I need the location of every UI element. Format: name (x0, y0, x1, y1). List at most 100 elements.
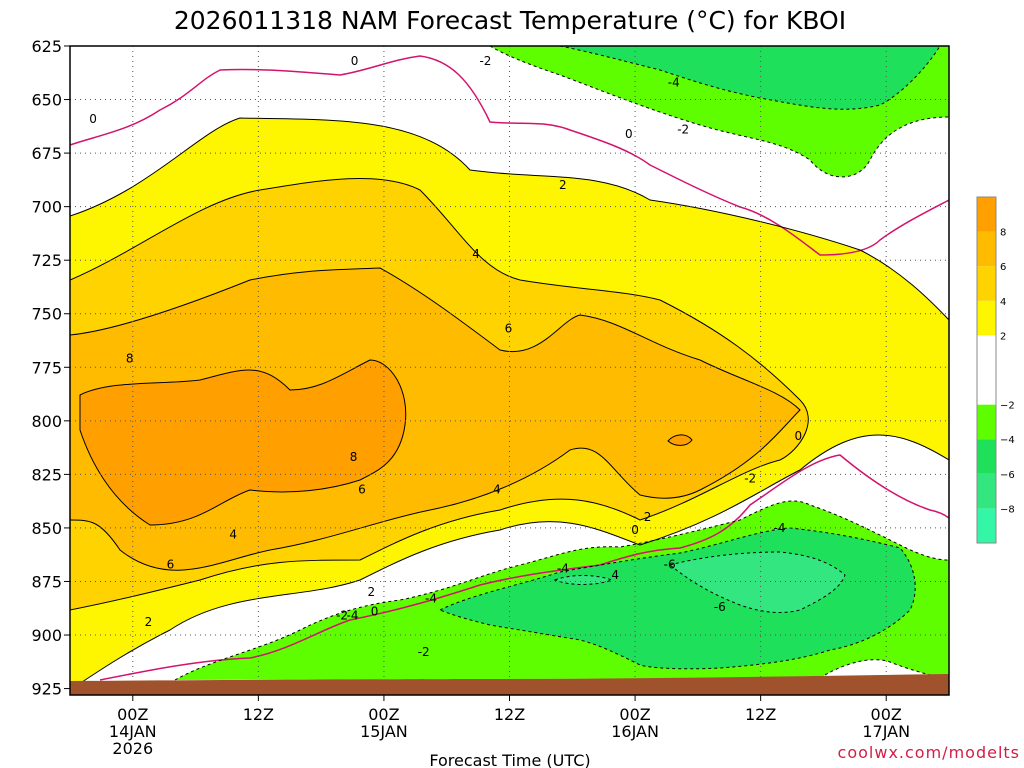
contour-label: 4 (611, 568, 619, 582)
contour-label: 2 (559, 178, 567, 192)
contour-label: 8 (126, 352, 134, 366)
contour-m2-top (489, 46, 949, 178)
x-tick-date: 16JAN (611, 722, 659, 741)
plot-area: 000000-2-2-2-2-2-4-4-4-4-4-6-62222444466… (70, 46, 949, 695)
x-tick-label: 12Z (745, 705, 776, 724)
colorbar-tick-label: 2 (1000, 331, 1006, 342)
colorbar-frame (976, 196, 997, 544)
y-tick-label: 625 (31, 37, 62, 56)
band-cold-m6-m8-small (555, 575, 612, 585)
contour-label: 8 (350, 450, 358, 464)
band-cold-m6-m8 (670, 552, 845, 613)
colorbar-swatch (977, 404, 996, 440)
chart-title: 2026011318 NAM Forecast Temperature (°C)… (174, 6, 846, 35)
colorbar-swatch (977, 197, 996, 232)
colorbar-swatch (977, 300, 996, 336)
credit-text: coolwx.com/modelts (838, 743, 1020, 762)
contour-label: 0 (625, 127, 633, 141)
x-tick-label: 12Z (494, 705, 525, 724)
y-tick-label: 725 (31, 251, 62, 270)
colorbar-tick-label: 4 (1000, 297, 1006, 308)
contour-label: -6 (714, 600, 726, 614)
band-cold-m4-m6-top (560, 46, 940, 110)
contour-2-lower (70, 434, 949, 691)
colorbar-swatch (977, 439, 996, 474)
contour-8 (79, 359, 407, 526)
contour-label: 2 (368, 585, 376, 599)
gridlines (70, 46, 949, 695)
contour-4-upper (70, 178, 801, 401)
contour-label: -2 (677, 123, 689, 137)
y-tick-label: 925 (31, 680, 62, 699)
ground-terrain (70, 674, 949, 695)
x-tick-date: 15JAN (360, 722, 408, 741)
x-tick-date: 14JAN (109, 722, 157, 741)
colorbar-tick-label: −2 (1000, 401, 1015, 412)
y-tick-label: 825 (31, 465, 62, 484)
contour-label: 2 (644, 510, 652, 524)
contour-label: -2 (418, 645, 430, 659)
contour-0-lower (99, 454, 949, 681)
colorbar-swatch (977, 473, 996, 509)
contour-label: 2 (145, 615, 153, 629)
x-tick-label: 00Z (871, 705, 902, 724)
colorbar-tick-label: −8 (1000, 504, 1015, 515)
y-tick-label: 775 (31, 358, 62, 377)
y-axis: 625 650 675 700 725 750 775 800 825 850 875 900 925 (31, 37, 70, 699)
x-tick-label: 00Z (117, 705, 148, 724)
contour-label: 4 (472, 247, 480, 261)
contour-label: -4 (425, 592, 437, 606)
contour-4-lower (70, 399, 809, 611)
contour-label: -6 (664, 557, 676, 571)
colorbar-swatch (977, 335, 996, 405)
colorbar-tick-label: 8 (1000, 228, 1006, 239)
y-tick-label: 800 (31, 412, 62, 431)
y-tick-label: 850 (31, 519, 62, 538)
contour-labels: 000000-2-2-2-2-2-4-4-4-4-4-6-62222444466… (89, 54, 802, 659)
contour-label: -4 (347, 609, 359, 623)
contour-label: 0 (351, 54, 359, 68)
contour-label: -4 (557, 562, 569, 576)
contour-2-upper (70, 117, 949, 321)
contour-m4-bottom (438, 527, 916, 670)
x-tick-label: 00Z (619, 705, 650, 724)
contour-m4-top (559, 46, 941, 110)
contour-label: -2 (336, 609, 348, 623)
y-tick-label: 650 (31, 91, 62, 110)
contour-label: 4 (493, 482, 501, 496)
contour-label: 0 (89, 112, 97, 126)
colorbar-swatch (977, 231, 996, 267)
colorbar-swatch (977, 508, 996, 543)
contour-label: -2 (479, 54, 491, 68)
y-tick-label: 900 (31, 626, 62, 645)
x-tick-label: 12Z (243, 705, 274, 724)
band-warm-gt8-small (668, 434, 692, 446)
colorbar-tick-label: 6 (1000, 262, 1006, 273)
y-tick-label: 675 (31, 144, 62, 163)
contour-label: 6 (505, 322, 513, 336)
y-tick-label: 700 (31, 198, 62, 217)
x-tick-label: 00Z (368, 705, 399, 724)
contour-label: 6 (167, 557, 175, 571)
contour-label: -4 (668, 75, 680, 89)
colorbar-tick-label: −6 (1000, 470, 1015, 481)
y-tick-label: 875 (31, 572, 62, 591)
contour-6 (70, 267, 801, 571)
contour-label: 0 (371, 604, 379, 618)
contour-label: 0 (794, 429, 802, 443)
contour-m6 (668, 551, 846, 613)
contour-8-small (667, 434, 693, 446)
x-tick-date: 17JAN (862, 722, 910, 741)
colorbar: 8 6 4 2 −2 −4 −6 −8 (976, 196, 1015, 544)
contour-label: -2 (744, 472, 756, 486)
x-axis-label: Forecast Time (UTC) (429, 751, 590, 768)
contour-label: 0 (631, 523, 639, 537)
contour-label: 6 (358, 482, 366, 496)
band-warm-6-8 (70, 268, 800, 571)
contour-0-upper (70, 55, 949, 256)
y-tick-label: 750 (31, 305, 62, 324)
x-tick-year: 2026 (112, 739, 153, 758)
contour-label: -4 (773, 521, 785, 535)
band-warm-gt8 (80, 360, 406, 525)
